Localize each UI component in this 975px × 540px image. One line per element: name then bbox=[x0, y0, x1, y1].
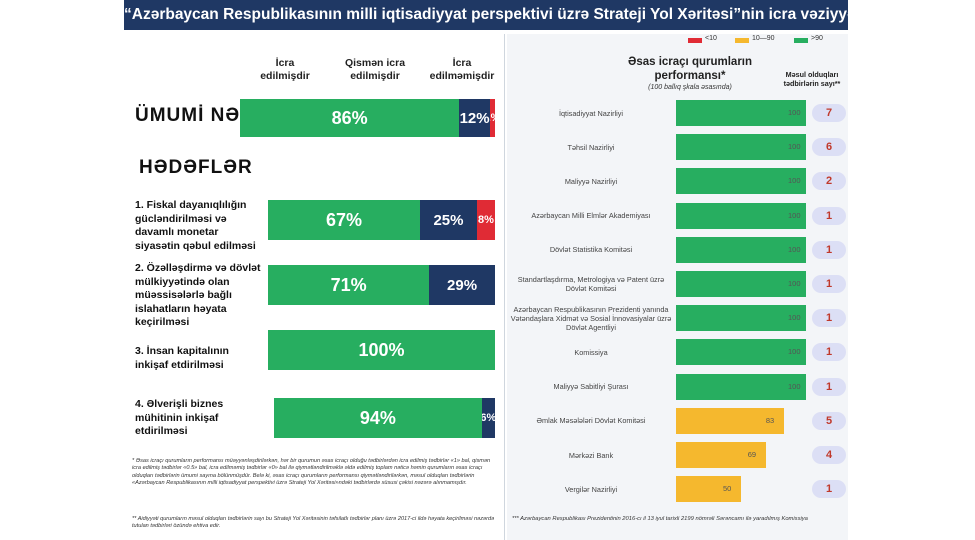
performance-bar bbox=[676, 134, 806, 161]
performance-value: 100 bbox=[788, 142, 801, 152]
institution-label: Əmlak Məsələləri Dövlət Komitəsi bbox=[536, 416, 646, 426]
legend-text-red: <10 bbox=[705, 35, 717, 42]
performance-bar bbox=[676, 407, 784, 434]
institution-label: Təhsil Nazirliyi bbox=[567, 142, 615, 152]
performance-bar bbox=[676, 373, 806, 400]
goal-label-3: 3. İnsan kapitalının inkişaf etdirilməsi bbox=[135, 345, 229, 371]
performance-bar bbox=[676, 305, 806, 332]
legend-swatch-green bbox=[794, 38, 808, 43]
performance-value: 100 bbox=[788, 244, 801, 254]
performance-bar bbox=[676, 339, 806, 366]
performance-bar bbox=[676, 202, 806, 229]
institution-label: Azərbaycan Milli Elmlər Akademiyası bbox=[531, 211, 651, 221]
performance-value: 100 bbox=[788, 108, 801, 117]
bar-segment-1-1: 86% bbox=[240, 99, 460, 137]
performance-bar bbox=[676, 168, 806, 195]
responsible-count-badge: 5 bbox=[812, 411, 846, 430]
performance-bar bbox=[676, 100, 806, 126]
performance-value: 100 bbox=[788, 313, 801, 323]
performance-bar bbox=[676, 236, 806, 263]
institution-label: Mərkəzi Bank bbox=[568, 450, 614, 460]
institution-label: İqtisadiyyat Nazirliyi bbox=[558, 108, 624, 118]
col-header-done: İcra edilmişdir bbox=[260, 57, 310, 82]
performance-value: 100 bbox=[788, 279, 801, 288]
performance-value: 100 bbox=[788, 381, 801, 391]
responsible-count-badge: 1 bbox=[812, 343, 846, 362]
institution-label: Standartlaşdırma, Metrologiya və Patent … bbox=[517, 275, 665, 293]
performance-bar bbox=[676, 442, 766, 468]
performance-bar bbox=[676, 476, 741, 503]
legend-swatch-amber bbox=[735, 38, 749, 43]
bar-segment-4-1: 100% bbox=[268, 330, 495, 370]
col-header-notdone: İcra edilməmişdir bbox=[429, 57, 495, 82]
legend-text-amber: 10—90 bbox=[752, 35, 775, 42]
footnote-2: ** Aidiyyəti qurumların məsul olduqları … bbox=[132, 516, 495, 530]
institution-label: Maliyyə Sabitliyi Şurası bbox=[553, 382, 629, 392]
institution-label: Azərbaycan Respublikasının Prezidenti ya… bbox=[510, 304, 672, 332]
institution-label: Maliyyə Nazirliyi bbox=[564, 176, 618, 186]
goals-panel bbox=[124, 34, 505, 540]
goal-label-1: 1. Fiskal dayanıqlılığın gücləndirilməsi… bbox=[135, 199, 256, 252]
legend-text-green: >90 bbox=[811, 35, 823, 42]
responsible-count-badge: 6 bbox=[812, 138, 846, 157]
responsible-count-badge: 1 bbox=[812, 309, 846, 328]
bar-segment-2-3: 8% bbox=[476, 200, 495, 240]
bar-segment-1-2: 12% bbox=[459, 99, 490, 137]
bar-segment-5-1: 94% bbox=[274, 398, 482, 438]
institution-label: Komissiya bbox=[574, 347, 608, 357]
performance-value: 83 bbox=[765, 415, 775, 425]
col-header-partial: Qismən icra edilmişdir bbox=[344, 57, 406, 82]
performance-bar bbox=[676, 271, 806, 297]
performance-value: 69 bbox=[747, 450, 757, 459]
institution-label: Dövlət Statistika Komitəsi bbox=[549, 245, 633, 255]
responsible-count-badge: 2 bbox=[812, 172, 846, 191]
responsible-count-badge: 1 bbox=[812, 240, 846, 259]
count-header: Məsul olduqları tədbirlərin sayı** bbox=[783, 70, 841, 88]
responsible-count-badge: 4 bbox=[812, 446, 846, 464]
performance-title: Əsas icraçı qurumların performansı* bbox=[627, 56, 753, 82]
performance-value: 100 bbox=[788, 347, 801, 357]
bar-segment-5-2: 6% bbox=[481, 398, 495, 438]
performance-value: 50 bbox=[723, 484, 732, 494]
footnote-1: * Əsas icraçı qurumların performansı müə… bbox=[132, 458, 491, 487]
performance-value: 100 bbox=[788, 176, 801, 186]
bar-segment-2-2: 25% bbox=[420, 200, 477, 240]
responsible-count-badge: 1 bbox=[812, 206, 846, 225]
bar-segment-3-2: 29% bbox=[429, 265, 495, 305]
institution-label: Vergilər Nazirliyi bbox=[564, 484, 618, 494]
responsible-count-badge: 1 bbox=[812, 377, 846, 396]
goal-label-2: 2. Özəlləşdirmə və dövlət mülkiyyətində … bbox=[135, 262, 261, 328]
performance-footnote: *** Azərbaycan Respublikası Prezidentini… bbox=[512, 516, 808, 522]
bar-segment-2-1: 67% bbox=[268, 200, 421, 240]
responsible-count-badge: 1 bbox=[812, 275, 846, 293]
responsible-count-badge: 7 bbox=[812, 104, 846, 122]
bar-segment-3-1: 71% bbox=[268, 265, 430, 305]
bar-segment-1-3: 2% bbox=[489, 99, 495, 137]
performance-value: 100 bbox=[788, 210, 801, 220]
legend-swatch-red bbox=[688, 38, 702, 43]
performance-subtitle: (100 ballıq şkala əsasında) bbox=[648, 84, 732, 91]
goal-label-4: 4. Əlverişli biznes mühitinin inkişaf et… bbox=[135, 398, 224, 437]
responsible-count-badge: 1 bbox=[812, 480, 846, 499]
page-title: “Azərbaycan Respublikasının milli iqtisa… bbox=[124, 0, 865, 30]
goals-label: HƏDƏFLƏR bbox=[139, 157, 253, 178]
